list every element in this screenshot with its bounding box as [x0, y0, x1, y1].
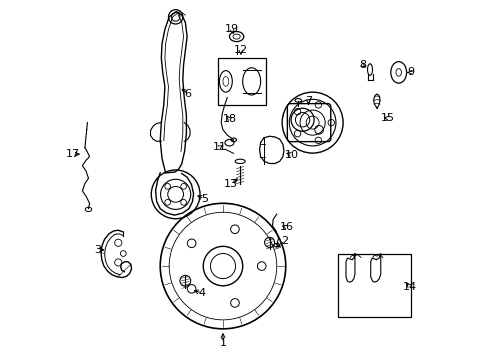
Bar [217, 58, 265, 105]
Text: 15: 15 [380, 113, 394, 123]
Text: 16: 16 [279, 222, 293, 232]
Text: 17: 17 [66, 149, 80, 159]
Text: 13: 13 [224, 179, 237, 189]
Text: 14: 14 [402, 282, 416, 292]
Text: 9: 9 [407, 67, 414, 77]
Text: 1: 1 [219, 338, 226, 348]
Text: 7: 7 [304, 96, 311, 106]
Text: 3: 3 [95, 245, 102, 255]
Text: 12: 12 [233, 45, 247, 55]
Text: 18: 18 [222, 114, 236, 124]
Text: 5: 5 [201, 194, 207, 204]
Bar [337, 253, 410, 317]
Text: 6: 6 [184, 89, 191, 99]
Text: 19: 19 [224, 24, 239, 35]
Text: 2: 2 [281, 236, 288, 246]
Text: 10: 10 [284, 150, 298, 160]
Text: 8: 8 [359, 60, 366, 70]
Text: 11: 11 [213, 142, 226, 152]
Text: 4: 4 [198, 288, 205, 298]
